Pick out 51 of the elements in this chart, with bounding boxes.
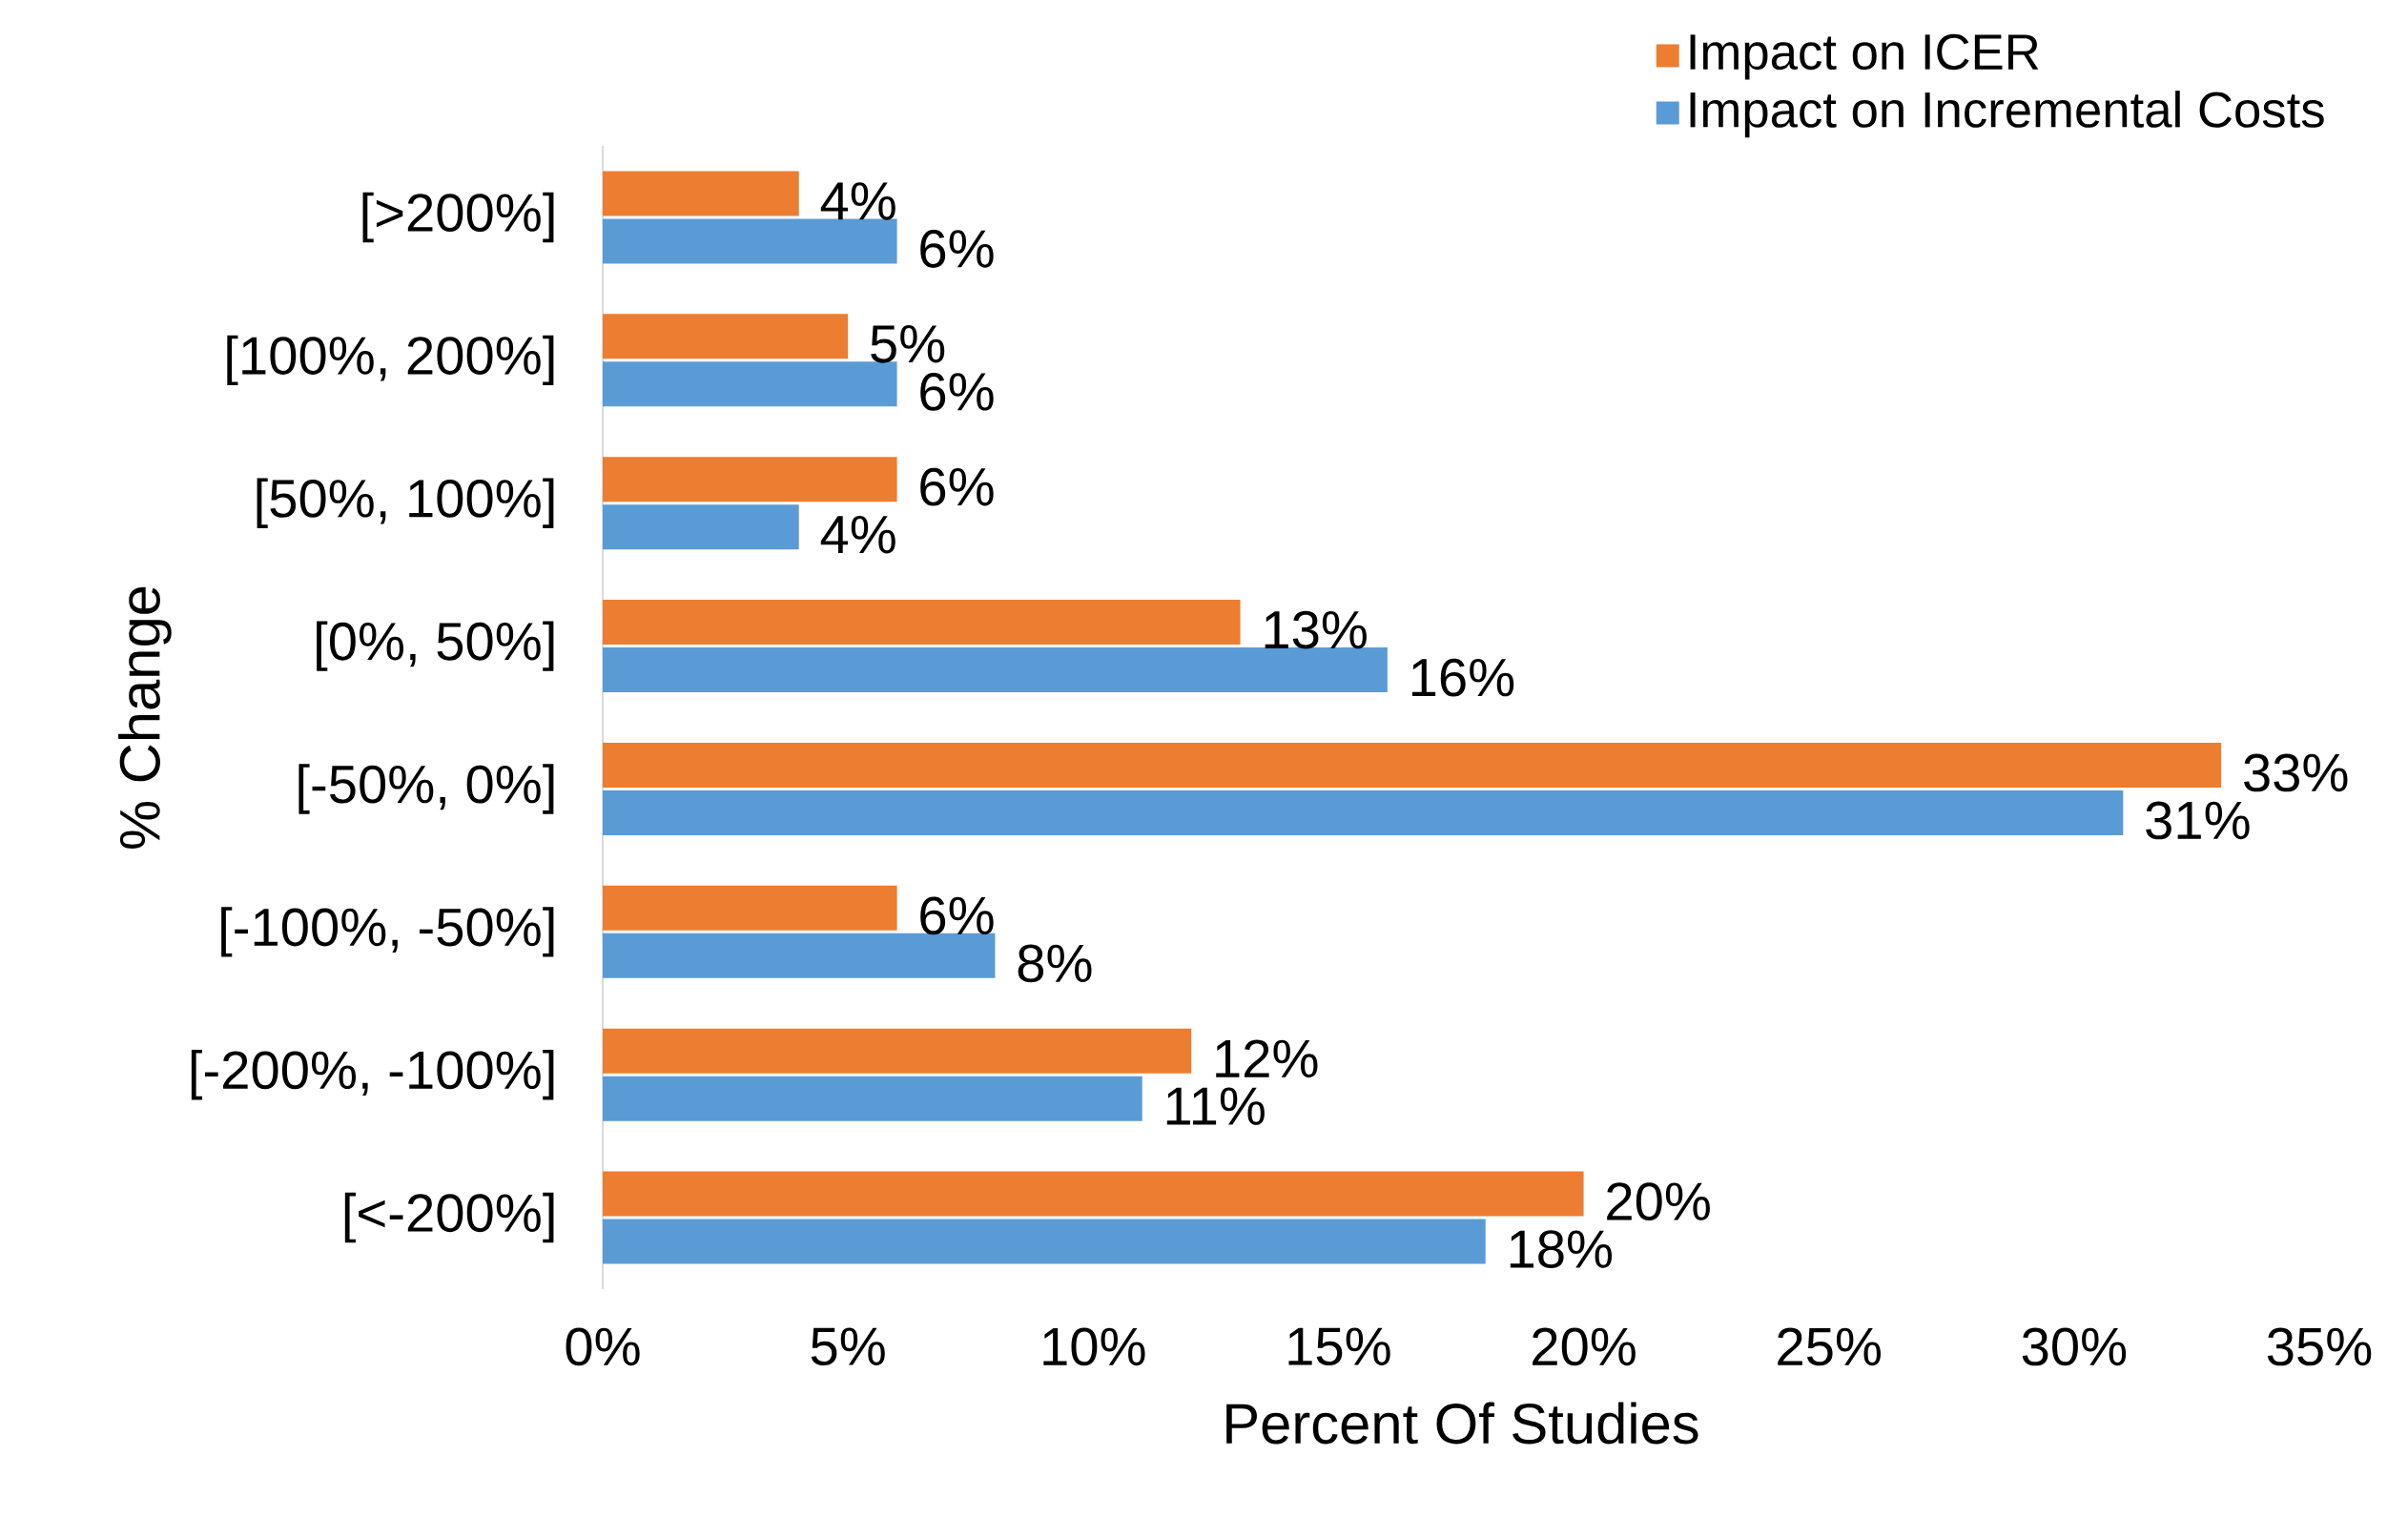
x-tick-label: 10%: [1043, 1327, 1145, 1366]
bar: [603, 171, 799, 216]
y-tick-label: [<-200%]: [344, 1192, 554, 1243]
bar: [603, 647, 1388, 693]
bar: [603, 885, 897, 931]
bar: [603, 218, 897, 264]
bar: [603, 789, 2124, 835]
bar: [603, 1076, 1142, 1121]
legend-label: Impact on ICER: [1690, 33, 2039, 80]
data-label: 8%: [1018, 944, 1092, 983]
bar: [603, 742, 2222, 788]
data-label: 5%: [871, 325, 945, 363]
bar: [603, 314, 849, 359]
data-label: 6%: [920, 896, 994, 935]
legend-label: Impact on Incremental Costs: [1690, 91, 2324, 138]
x-tick-label: 0%: [566, 1327, 640, 1366]
data-label: 13%: [1265, 610, 1367, 649]
y-tick-label: [50%, 100%]: [257, 478, 554, 528]
y-axis-title: % Change: [118, 586, 172, 849]
x-tick-label: 15%: [1288, 1327, 1390, 1366]
y-tick-label: [>200%]: [362, 192, 554, 243]
data-label: 6%: [920, 467, 994, 506]
x-axis-title: Percent Of Studies: [1226, 1402, 1698, 1445]
data-label: 33%: [2244, 753, 2348, 792]
data-label: 11%: [1166, 1087, 1265, 1125]
bar: [603, 361, 897, 407]
x-tick-label: 30%: [2022, 1327, 2127, 1366]
y-tick-label: [-100%, -50%]: [221, 907, 554, 957]
data-label: 16%: [1411, 658, 1514, 697]
y-tick-label: [0%, 50%]: [317, 621, 554, 671]
bar: [603, 504, 799, 550]
y-tick-label: [-200%, -100%]: [191, 1050, 554, 1100]
data-label: 20%: [1607, 1182, 1710, 1220]
bar: [603, 1028, 1192, 1074]
bar: [603, 1219, 1486, 1264]
data-label: 18%: [1510, 1230, 1613, 1268]
data-label: 4%: [820, 516, 895, 554]
x-tick-label: 35%: [2267, 1327, 2372, 1366]
bar: [603, 600, 1241, 646]
x-tick-label: 5%: [811, 1327, 885, 1366]
y-tick-label: [-50%, 0%]: [298, 764, 554, 814]
x-tick-label: 25%: [1778, 1327, 1881, 1366]
data-label: 31%: [2146, 801, 2250, 840]
bar: [603, 1171, 1584, 1217]
data-label: 6%: [920, 372, 994, 411]
y-tick-label: [100%, 200%]: [227, 335, 554, 386]
data-label: 4%: [820, 182, 895, 220]
bar: [603, 457, 897, 502]
data-label: 6%: [920, 230, 994, 268]
x-tick-label: 20%: [1533, 1327, 1636, 1366]
data-label: 12%: [1216, 1039, 1318, 1077]
